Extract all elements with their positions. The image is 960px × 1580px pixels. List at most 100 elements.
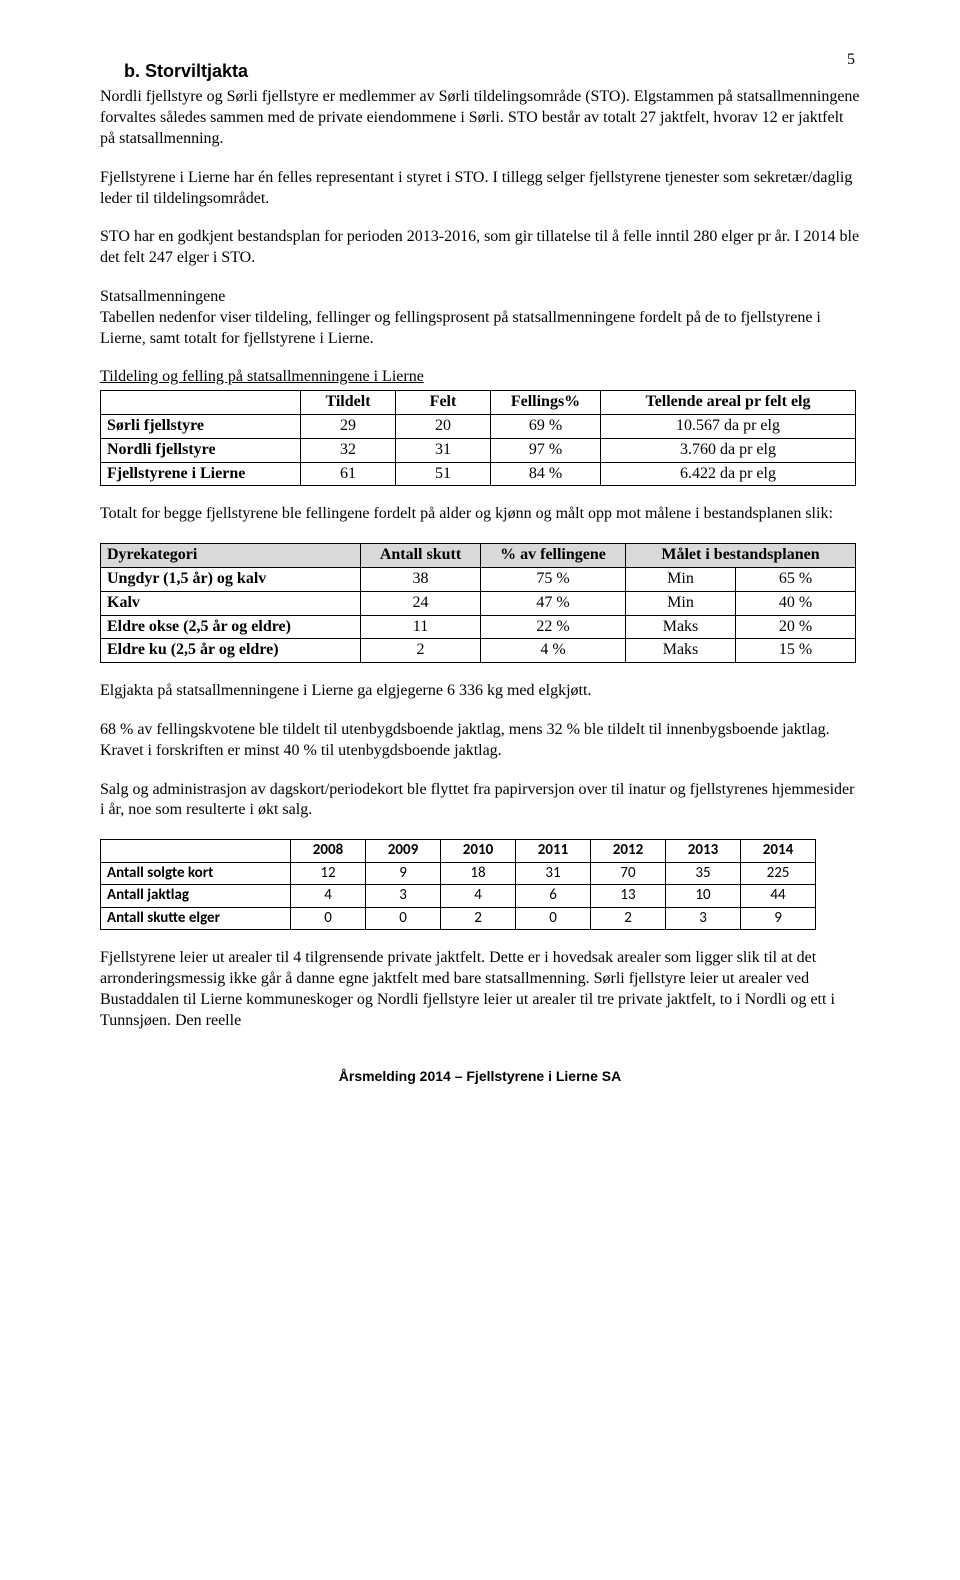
cell: 70 [591,862,666,885]
table-tildeling-felling: Tildelt Felt Fellings% Tellende areal pr… [100,390,856,486]
cell: 11 [361,615,481,639]
cell: 10 [666,885,741,908]
cell: 2011 [516,840,591,863]
table-row: Fjellstyrene i Lierne 61 51 84 % 6.422 d… [101,462,856,486]
paragraph-1: Nordli fjellstyre og Sørli fjellstyre er… [100,87,860,149]
cell: 2 [361,639,481,663]
cell: 3.760 da pr elg [601,438,856,462]
cell: Eldre okse (2,5 år og eldre) [101,615,361,639]
section-title: b. Storviltjakta [100,60,860,83]
paragraph-8: Salg og administrasjon av dagskort/perio… [100,780,860,822]
table-row: 2008 2009 2010 2011 2012 2013 2014 [101,840,816,863]
table-row: Antall skutte elger 0 0 2 0 2 3 9 [101,907,816,930]
cell: 15 % [736,639,856,663]
cell: Målet i bestandsplanen [626,544,856,568]
cell: 44 [741,885,816,908]
cell: 31 [396,438,491,462]
cell: 2013 [666,840,741,863]
cell: 9 [366,862,441,885]
table-row: Dyrekategori Antall skutt % av fellingen… [101,544,856,568]
paragraph-2: Fjellstyrene i Lierne har én felles repr… [100,168,860,210]
paragraph-7: 68 % av fellingskvotene ble tildelt til … [100,720,860,762]
cell: 2012 [591,840,666,863]
cell: 35 [666,862,741,885]
cell: 51 [396,462,491,486]
cell: 32 [301,438,396,462]
cell: Nordli fjellstyre [101,438,301,462]
cell: 2 [441,907,516,930]
cell: 0 [366,907,441,930]
cell: 61 [301,462,396,486]
cell: Antall jaktlag [101,885,291,908]
cell: 13 [591,885,666,908]
page-footer: Årsmelding 2014 – Fjellstyrene i Lierne … [100,1067,860,1085]
cell: 38 [361,567,481,591]
cell: 20 % [736,615,856,639]
cell: % av fellingene [481,544,626,568]
cell: Antall skutt [361,544,481,568]
cell: Min [626,591,736,615]
cell: 2008 [291,840,366,863]
cell [101,391,301,415]
cell [101,840,291,863]
cell: Kalv [101,591,361,615]
cell: 10.567 da pr elg [601,414,856,438]
cell: 4 % [481,639,626,663]
paragraph-4: Tabellen nedenfor viser tildeling, felli… [100,308,860,350]
cell: 12 [291,862,366,885]
cell: Tellende areal pr felt elg [601,391,856,415]
cell: Maks [626,615,736,639]
table1-caption: Tildeling og felling på statsallmenninge… [100,367,860,388]
paragraph-5: Totalt for begge fjellstyrene ble fellin… [100,504,860,525]
cell: 47 % [481,591,626,615]
table-row: Eldre okse (2,5 år og eldre) 11 22 % Mak… [101,615,856,639]
table-row: Eldre ku (2,5 år og eldre) 2 4 % Maks 15… [101,639,856,663]
cell: 22 % [481,615,626,639]
table-row: Kalv 24 47 % Min 40 % [101,591,856,615]
cell: 3 [666,907,741,930]
cell: 97 % [491,438,601,462]
table-dyrekategori: Dyrekategori Antall skutt % av fellingen… [100,543,856,663]
cell: 24 [361,591,481,615]
cell: Antall solgte kort [101,862,291,885]
cell: 18 [441,862,516,885]
table-row: Ungdyr (1,5 år) og kalv 38 75 % Min 65 % [101,567,856,591]
cell: 6 [516,885,591,908]
cell: Fjellstyrene i Lierne [101,462,301,486]
table-row: Antall jaktlag 4 3 4 6 13 10 44 [101,885,816,908]
cell: Antall skutte elger [101,907,291,930]
paragraph-6: Elgjakta på statsallmenningene i Lierne … [100,681,860,702]
paragraph-3: STO har en godkjent bestandsplan for per… [100,227,860,269]
cell: 0 [516,907,591,930]
cell: 225 [741,862,816,885]
table-row: Nordli fjellstyre 32 31 97 % 3.760 da pr… [101,438,856,462]
table-row: Antall solgte kort 12 9 18 31 70 35 225 [101,862,816,885]
cell: 2014 [741,840,816,863]
table-salg-kort: 2008 2009 2010 2011 2012 2013 2014 Antal… [100,839,816,930]
table-row: Tildelt Felt Fellings% Tellende areal pr… [101,391,856,415]
cell: Fellings% [491,391,601,415]
cell: 40 % [736,591,856,615]
cell: 0 [291,907,366,930]
cell: 2009 [366,840,441,863]
cell: 75 % [481,567,626,591]
subheading-statsallmenningene: Statsallmenningene [100,287,860,308]
cell: 4 [291,885,366,908]
cell: Maks [626,639,736,663]
cell: Felt [396,391,491,415]
cell: Sørli fjellstyre [101,414,301,438]
cell: 9 [741,907,816,930]
paragraph-9: Fjellstyrene leier ut arealer til 4 tilg… [100,948,860,1031]
cell: 20 [396,414,491,438]
cell: 3 [366,885,441,908]
table-row: Sørli fjellstyre 29 20 69 % 10.567 da pr… [101,414,856,438]
cell: 69 % [491,414,601,438]
cell: Min [626,567,736,591]
cell: 6.422 da pr elg [601,462,856,486]
cell: Dyrekategori [101,544,361,568]
cell: 84 % [491,462,601,486]
cell: 65 % [736,567,856,591]
cell: 31 [516,862,591,885]
document-page: 5 b. Storviltjakta Nordli fjellstyre og … [0,0,960,1125]
cell: Eldre ku (2,5 år og eldre) [101,639,361,663]
